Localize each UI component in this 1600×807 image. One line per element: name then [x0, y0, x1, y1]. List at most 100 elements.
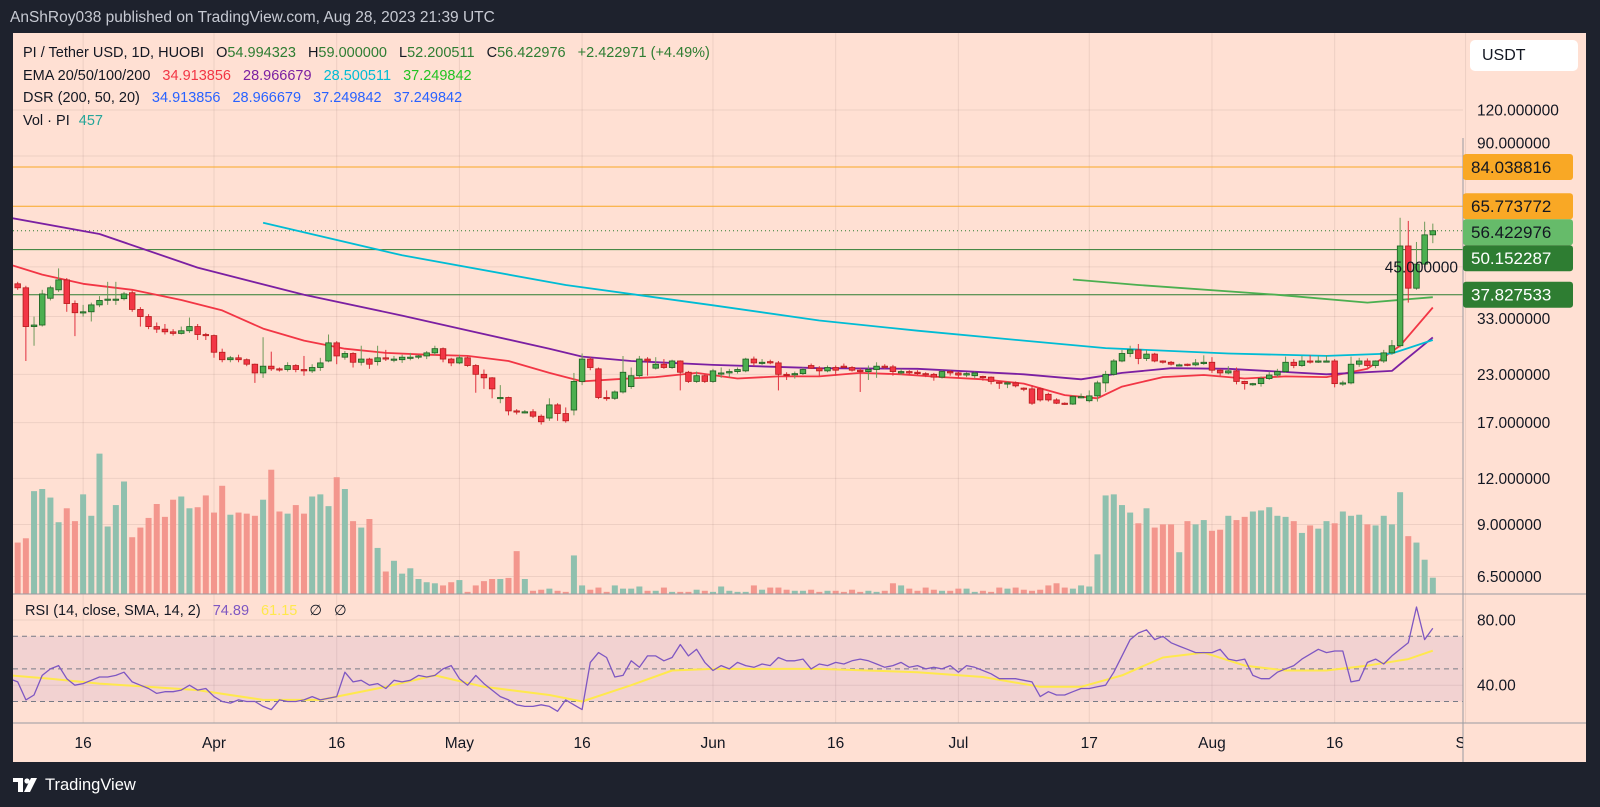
candle-body [1339, 382, 1347, 385]
candle-body [857, 369, 864, 372]
volume-bar [1290, 521, 1297, 594]
candle-body [758, 361, 766, 364]
candle [488, 377, 496, 399]
candle [1266, 371, 1273, 380]
volume-bar [186, 508, 193, 594]
candle [79, 304, 87, 317]
currency-button[interactable]: USDT [1470, 40, 1578, 71]
candle-body [71, 303, 79, 314]
volume-bar [505, 577, 512, 594]
candle-body [333, 342, 340, 357]
candle [366, 357, 373, 369]
candle-body [1004, 382, 1011, 385]
volume-bar [677, 591, 684, 594]
price-line-label: 84.038816 [1463, 153, 1573, 180]
candle [439, 347, 447, 363]
price-line-label-background [1463, 153, 1573, 180]
dsr-label[interactable]: DSR (200, 50, 20) [23, 90, 140, 106]
candle-body [1012, 382, 1019, 387]
candle [619, 355, 627, 394]
rsi-line [13, 606, 1434, 712]
candle [807, 363, 815, 369]
volume-bar [1421, 559, 1428, 594]
candle-body [292, 365, 299, 370]
volume-bar [816, 591, 823, 594]
candle-body [947, 371, 954, 374]
price-tick-label: 9.000000 [1477, 517, 1542, 534]
candle-body [472, 365, 479, 375]
volume-bar [1094, 554, 1101, 594]
candle-body [1380, 352, 1387, 362]
candle-body [55, 279, 62, 291]
dsr-value-4: 37.249842 [393, 90, 463, 106]
volume-bar [644, 590, 651, 594]
candle [1225, 366, 1232, 375]
volume-bar [489, 579, 496, 594]
candle [775, 360, 782, 391]
candle-body [930, 373, 938, 378]
candle [1020, 387, 1028, 392]
candle-body [1413, 263, 1420, 289]
volume-bar [1274, 515, 1281, 594]
candle-body [636, 358, 643, 377]
candle [677, 360, 684, 391]
candle [1282, 356, 1289, 373]
volume-bar [1388, 524, 1395, 594]
volume-bar [1208, 530, 1215, 594]
candle-body [587, 358, 594, 368]
volume-bar [341, 489, 348, 594]
candle [816, 366, 823, 376]
legend-symbol-row[interactable]: PI / Tether USD, 1D, HUOBI O54.994323 H5… [23, 42, 710, 65]
rsi-legend[interactable]: RSI (14, close, SMA, 14, 2) 74.89 61.15 … [25, 603, 347, 619]
candle [709, 368, 717, 383]
candle-body [120, 293, 128, 300]
candle [227, 355, 234, 363]
candle-body [1069, 396, 1077, 405]
candle-body [276, 368, 283, 371]
rsi-tick-label: 80.00 [1477, 613, 1516, 630]
candle [30, 316, 38, 346]
candle-body [889, 366, 897, 372]
volume-bar [333, 477, 340, 594]
ema-label[interactable]: EMA 20/50/100/200 [23, 67, 151, 84]
volume-bar [1241, 516, 1248, 594]
candle-body [1421, 234, 1428, 265]
candle-body [202, 334, 210, 337]
candle [1077, 393, 1085, 399]
candle [1290, 359, 1297, 369]
volume-bar [390, 560, 397, 594]
candle-body [791, 373, 798, 376]
volume-bar [1053, 583, 1060, 594]
candle-body [284, 365, 291, 370]
candle [1396, 217, 1404, 348]
candle [251, 363, 259, 383]
volume-bar [808, 589, 815, 594]
legend-dsr-row[interactable]: DSR (200, 50, 20) 34.913856 28.966679 37… [23, 87, 710, 110]
candle [472, 364, 479, 393]
dsr-value-2: 28.966679 [232, 90, 302, 106]
candle-body [1356, 360, 1363, 365]
open-key: O [216, 45, 228, 61]
volume-bar [922, 587, 929, 594]
candle [791, 371, 798, 379]
candle [783, 372, 790, 380]
chart-panel[interactable] [13, 33, 1586, 762]
legend-vol-row[interactable]: Vol · PI 457 [23, 110, 710, 133]
candle-body [595, 368, 602, 398]
candle [14, 281, 21, 290]
legend-ema-row[interactable]: EMA 20/50/100/200 34.913856 28.966679 28… [23, 65, 710, 88]
candle [1413, 241, 1420, 290]
candle-body [1176, 364, 1183, 367]
rsi-label[interactable]: RSI (14, close, SMA, 14, 2) [25, 603, 201, 619]
footer-brand[interactable]: TradingView [13, 772, 136, 798]
candle [938, 370, 946, 379]
volume-bar [358, 527, 365, 594]
candle [1151, 352, 1158, 363]
volume-bar [1151, 527, 1158, 594]
vol-label[interactable]: Vol · PI [23, 112, 70, 129]
candle-body [480, 373, 488, 379]
symbol-name[interactable]: PI / Tether USD, 1D, HUOBI [23, 45, 205, 61]
price-tick-label: 120.000000 [1477, 103, 1559, 120]
price-tick-label: 23.000000 [1477, 367, 1551, 384]
